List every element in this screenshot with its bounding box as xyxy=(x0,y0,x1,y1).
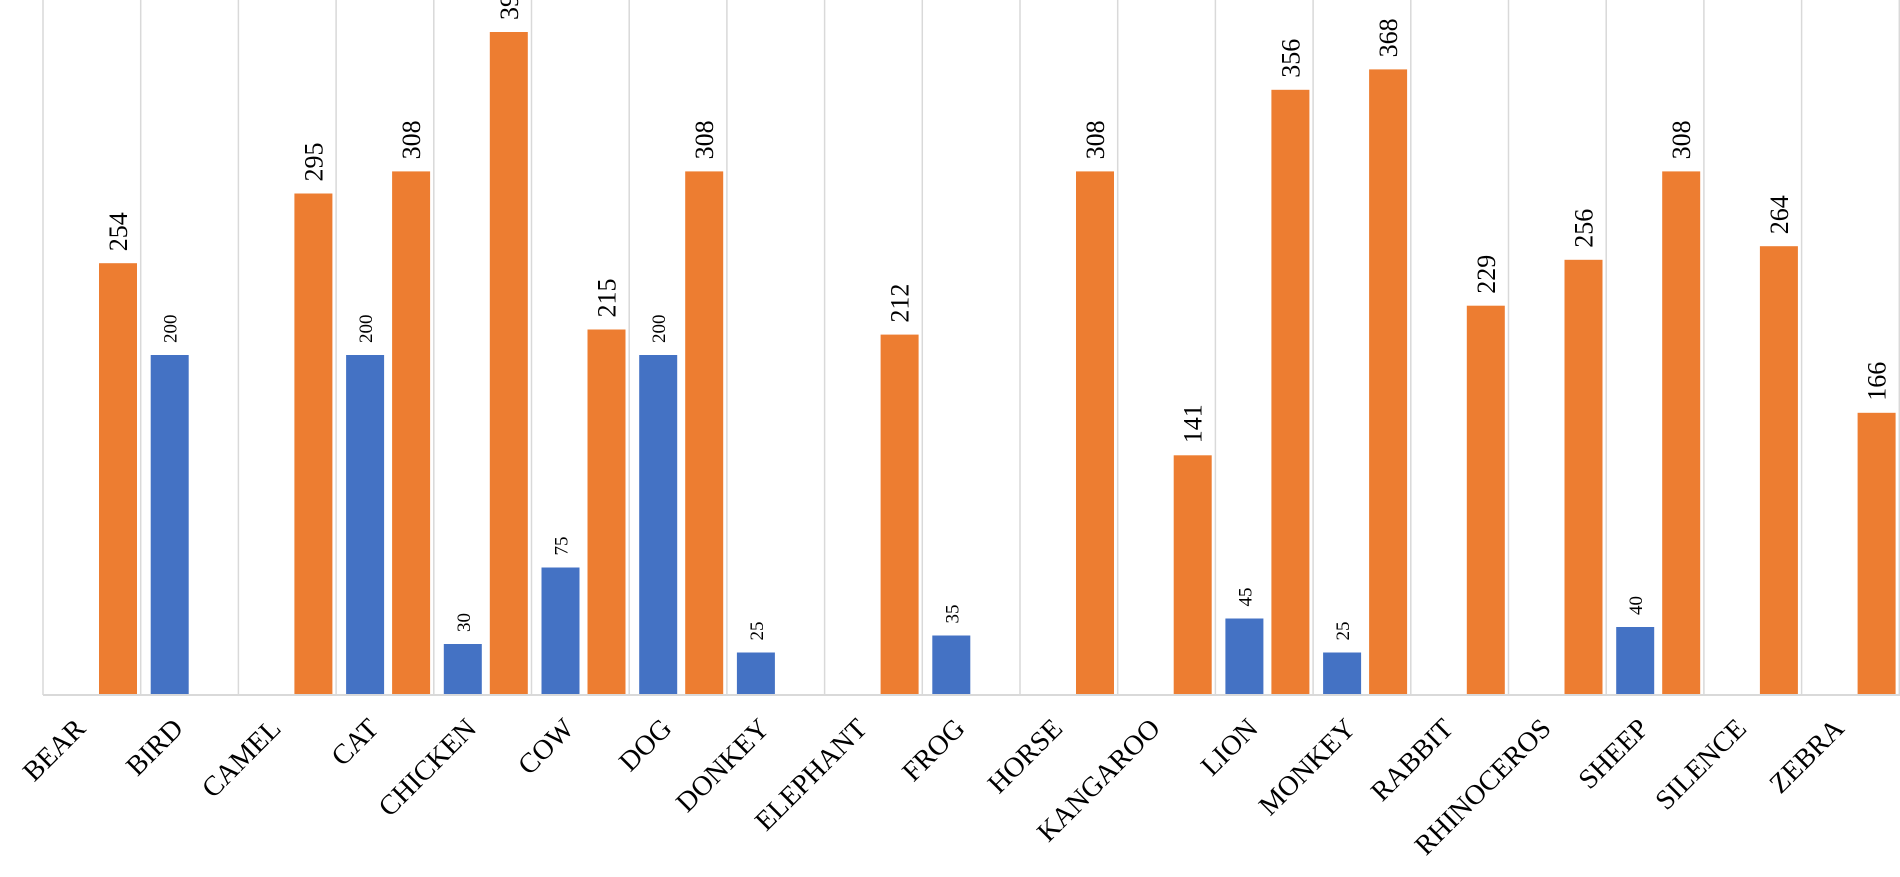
data-label-bear-series-2: 254 xyxy=(104,212,133,251)
bar-cat-series-1 xyxy=(346,355,385,695)
bar-camel-series-2 xyxy=(294,193,333,695)
data-label-bird-series-1: 200 xyxy=(161,315,182,344)
bar-rhinoceros-series-2 xyxy=(1564,259,1603,695)
bar-cat-series-2 xyxy=(392,171,431,695)
data-label-dog-series-1: 200 xyxy=(649,315,670,344)
data-labels: 254 200 295 200 308 30 390 75 215 200 308 25 212 35 30… xyxy=(104,0,1892,641)
data-label-lion-series-2: 356 xyxy=(1276,39,1305,78)
tick-label-zebra: ZEBRA xyxy=(1764,712,1851,799)
data-label-camel-series-2: 295 xyxy=(299,143,328,182)
data-label-sheep-series-1: 40 xyxy=(1626,596,1647,615)
bar-cow-series-2 xyxy=(587,329,626,695)
bar-sheep-series-2 xyxy=(1662,171,1701,695)
data-label-cow-series-1: 75 xyxy=(552,537,573,556)
data-label-cat-series-2: 308 xyxy=(397,120,426,159)
bar-dog-series-1 xyxy=(639,355,678,695)
tick-label-dog: DOG xyxy=(613,713,678,778)
data-label-rhinoceros-series-2: 256 xyxy=(1570,209,1599,248)
category-gridlines xyxy=(42,0,1900,695)
bar-lion-series-1 xyxy=(1225,618,1264,695)
bar-sheep-series-1 xyxy=(1616,627,1655,695)
data-label-sheep-series-2: 308 xyxy=(1667,120,1696,159)
tick-label-chicken: CHICKEN xyxy=(373,713,483,823)
data-label-elephant-series-2: 212 xyxy=(886,284,915,323)
bar-bird-series-1 xyxy=(150,355,189,695)
data-label-silence-series-2: 264 xyxy=(1765,195,1794,234)
tick-label-silence: SILENCE xyxy=(1649,713,1752,816)
bar-chicken-series-1 xyxy=(443,644,482,695)
data-label-dog-series-2: 308 xyxy=(690,120,719,159)
data-label-chicken-series-2: 390 xyxy=(495,0,524,20)
bar-silence-series-2 xyxy=(1759,246,1798,695)
bar-dog-series-2 xyxy=(685,171,724,695)
bar-bear-series-2 xyxy=(99,263,137,695)
bar-rabbit-series-2 xyxy=(1466,305,1505,695)
tick-label-bear: BEAR xyxy=(17,713,92,788)
bar-zebra-series-2 xyxy=(1857,412,1896,695)
bar-monkey-series-1 xyxy=(1323,652,1362,695)
bar-chicken-series-2 xyxy=(489,32,528,695)
data-label-zebra-series-2: 166 xyxy=(1863,362,1892,401)
tick-label-rabbit: RABBIT xyxy=(1365,713,1460,808)
bar-frog-series-1 xyxy=(932,635,971,695)
data-label-donkey-series-1: 25 xyxy=(747,622,768,641)
bar-kangaroo-series-2 xyxy=(1173,455,1212,695)
data-label-monkey-series-2: 368 xyxy=(1374,18,1403,57)
tick-label-bird: BIRD xyxy=(120,713,189,782)
bar-donkey-series-1 xyxy=(736,652,775,695)
data-label-lion-series-1: 45 xyxy=(1235,588,1256,607)
tick-label-camel: CAMEL xyxy=(196,713,287,804)
data-label-frog-series-1: 35 xyxy=(942,605,963,624)
tick-label-lion: LION xyxy=(1195,713,1264,782)
data-label-kangaroo-series-2: 141 xyxy=(1179,404,1208,443)
tick-label-cat: CAT xyxy=(326,713,385,772)
data-label-rabbit-series-2: 229 xyxy=(1472,255,1501,294)
tick-label-monkey: MONKEY xyxy=(1253,713,1362,822)
data-label-chicken-series-1: 30 xyxy=(454,613,475,632)
tick-label-horse: HORSE xyxy=(982,713,1069,800)
tick-label-donkey: DONKEY xyxy=(670,713,776,819)
bar-cow-series-1 xyxy=(541,567,580,695)
data-label-horse-series-2: 308 xyxy=(1081,120,1110,159)
tick-label-cow: COW xyxy=(512,713,581,782)
data-label-monkey-series-1: 25 xyxy=(1333,622,1354,641)
bars xyxy=(99,32,1896,696)
bar-elephant-series-2 xyxy=(880,334,919,695)
bar-lion-series-2 xyxy=(1271,89,1310,696)
bar-monkey-series-2 xyxy=(1369,69,1408,695)
tick-label-frog: FROG xyxy=(896,713,971,788)
data-label-cat-series-1: 200 xyxy=(356,315,377,344)
tick-label-sheep: SHEEP xyxy=(1573,713,1655,795)
data-label-cow-series-2: 215 xyxy=(593,279,622,318)
bar-horse-series-2 xyxy=(1076,171,1114,695)
